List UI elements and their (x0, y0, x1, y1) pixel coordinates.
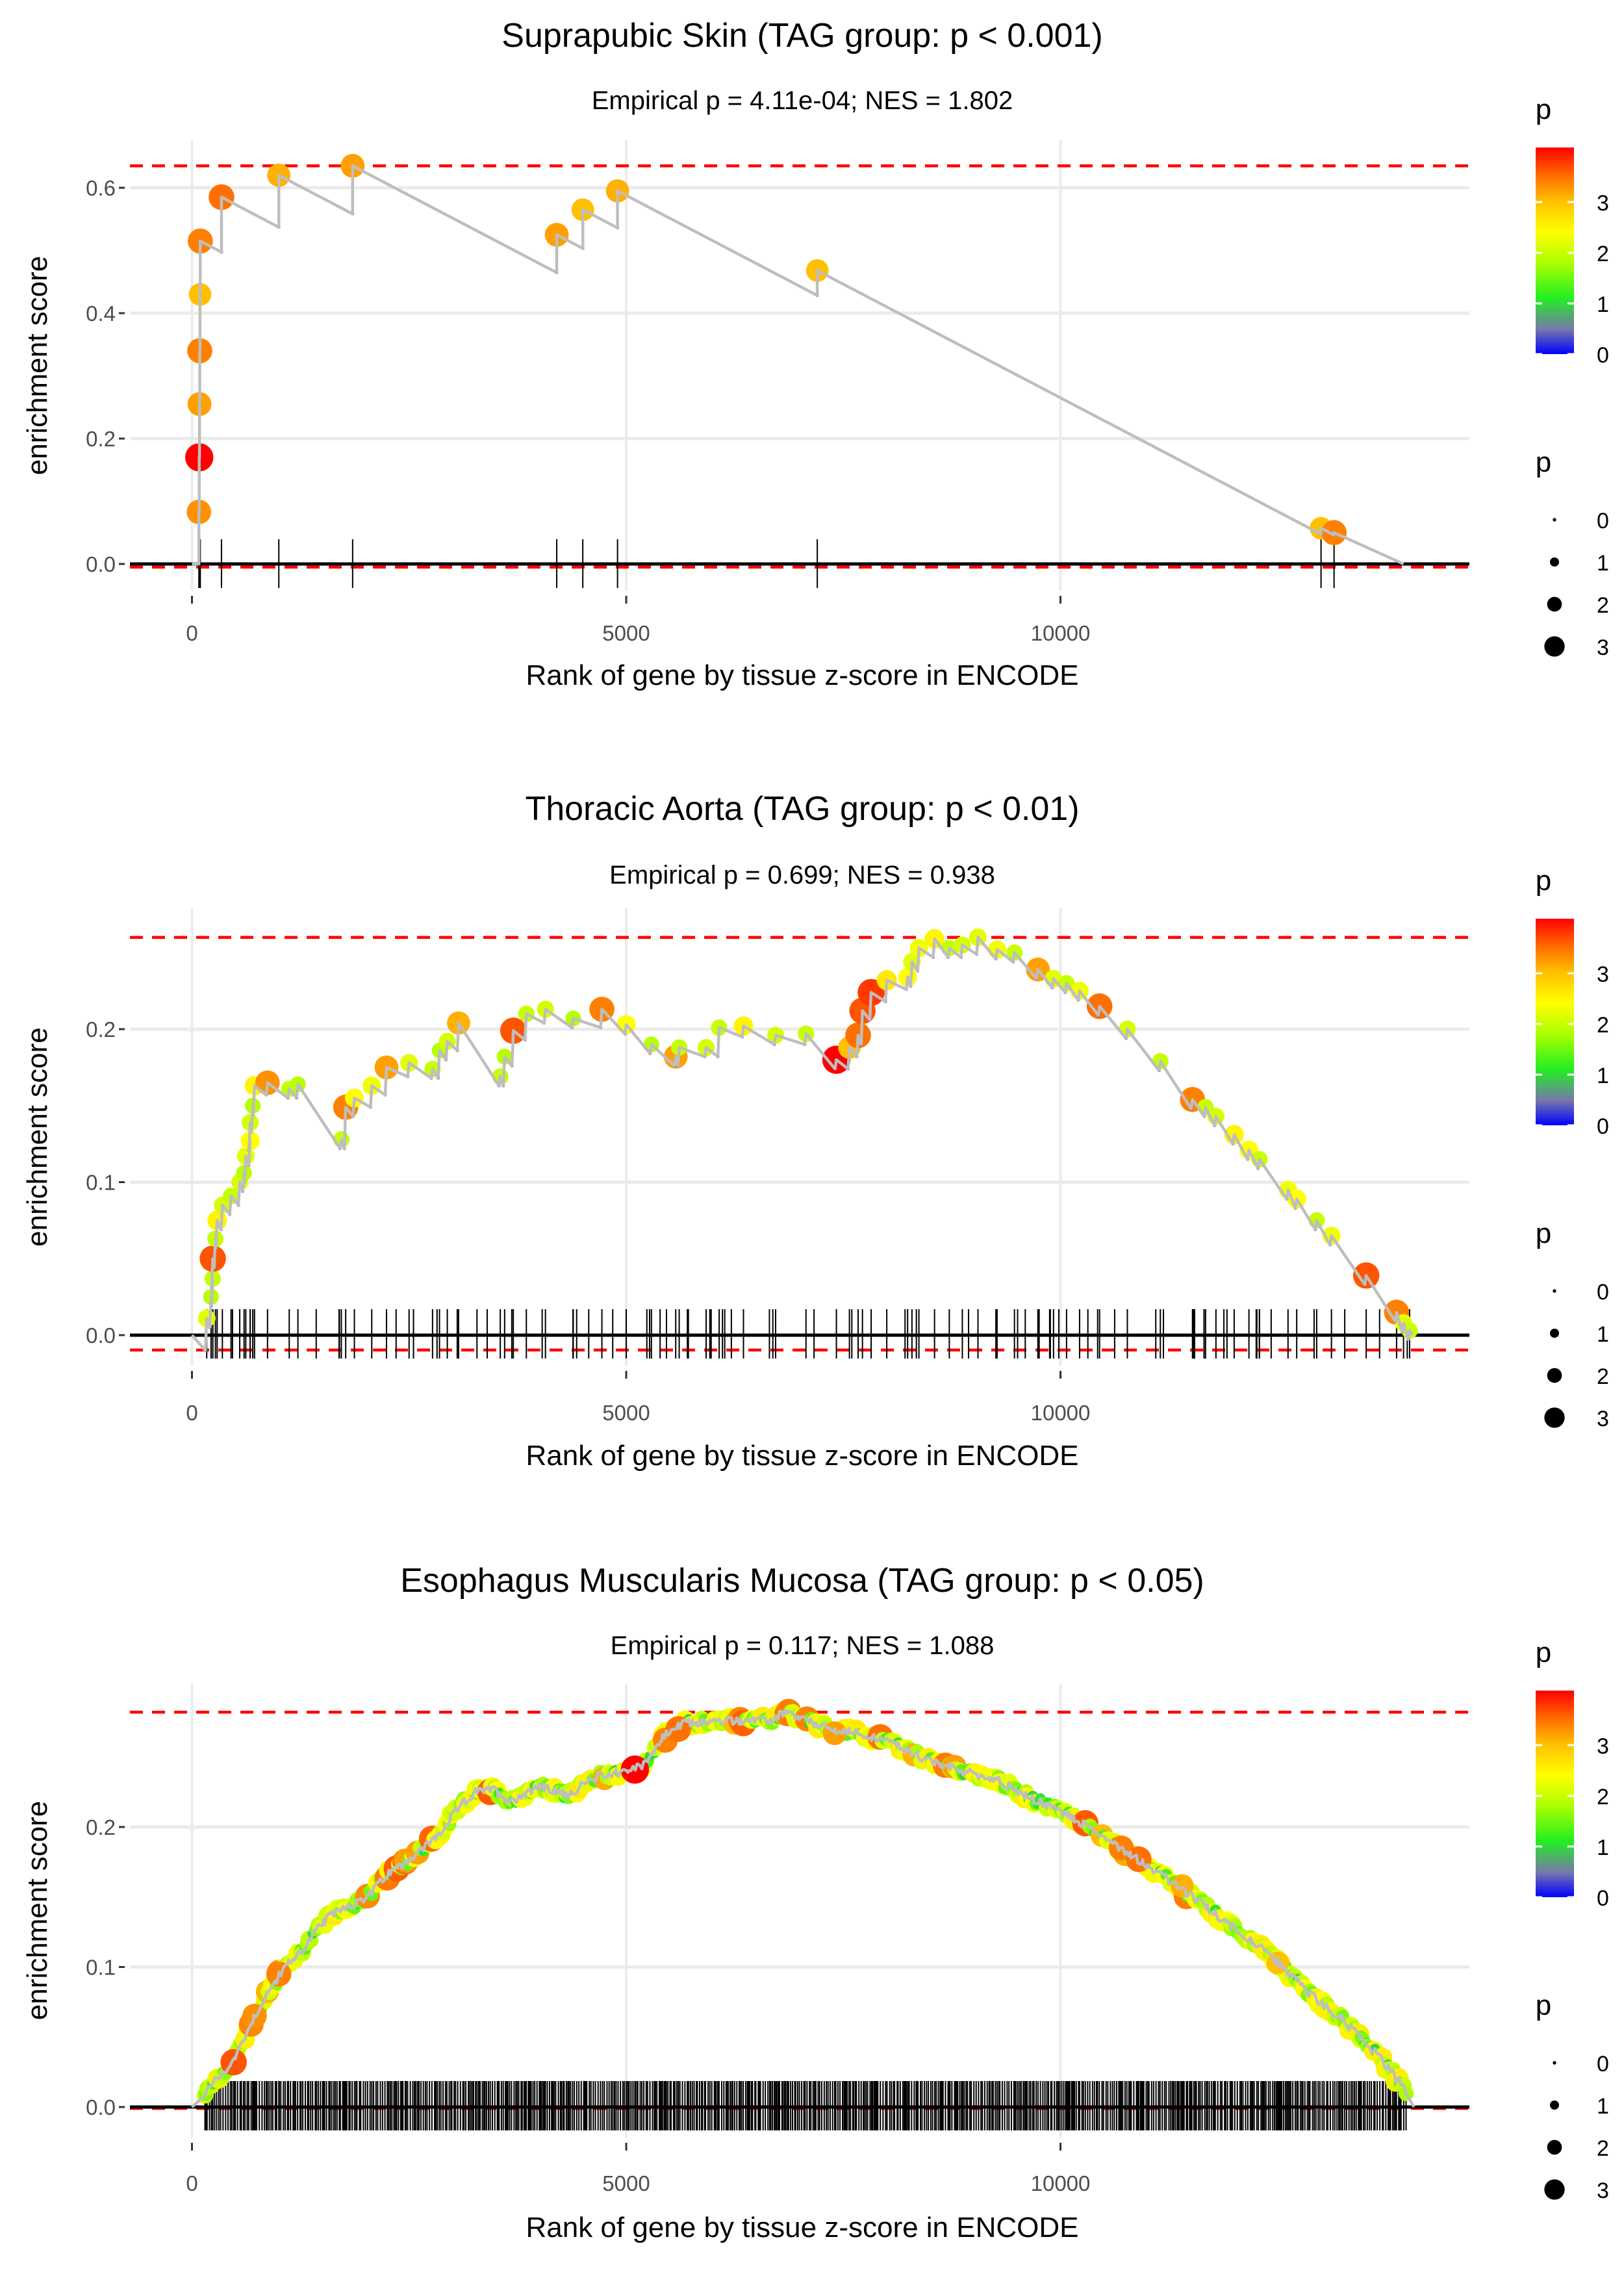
size-key-label: 2 (1597, 1364, 1609, 1389)
colorbar-label: 0 (1597, 343, 1609, 368)
y-tick-label: 0.2 (86, 1017, 116, 1041)
size-key-dot (1549, 557, 1560, 567)
size-key-dot (1553, 518, 1556, 522)
colorbar-label: 2 (1597, 242, 1609, 266)
colorbar-label: 3 (1597, 962, 1609, 987)
legend-title: p (1536, 1989, 1551, 2021)
points (196, 1698, 1414, 2104)
size-key-dot (1544, 2179, 1565, 2200)
x-tick-label: 10000 (1031, 1401, 1091, 1425)
colorbar-label: 1 (1597, 292, 1609, 317)
size-key-label: 0 (1597, 2052, 1609, 2076)
legend-title: p (1536, 865, 1551, 897)
size-legend: p 0 1 2 3 (1536, 446, 1609, 660)
colorbar-label: 3 (1597, 1734, 1609, 1759)
colorbar-label: 1 (1597, 1835, 1609, 1860)
x-axis-label: Rank of gene by tissue z-score in ENCODE (526, 659, 1078, 691)
chart-subtitle: Empirical p = 0.699; NES = 0.938 (609, 861, 995, 889)
running-es-line (190, 936, 1414, 1352)
gene-point (1170, 1874, 1194, 1898)
size-key-label: 3 (1597, 2178, 1609, 2203)
colorbar-label: 0 (1597, 1886, 1609, 1911)
colorbar-label: 2 (1597, 1785, 1609, 1809)
y-tick-label: 0.0 (86, 2095, 116, 2119)
size-key-dot (1544, 636, 1565, 657)
legend-title: p (1536, 1218, 1551, 1249)
legend-title: p (1536, 446, 1551, 478)
chart-subtitle: Empirical p = 4.11e-04; NES = 1.802 (592, 86, 1013, 115)
y-axis-label: enrichment score (21, 1027, 53, 1246)
colorbar-label: 0 (1597, 1114, 1609, 1139)
x-tick-label: 10000 (1031, 2171, 1091, 2195)
x-tick-label: 0 (186, 1401, 197, 1425)
colorbar (1536, 919, 1574, 1125)
y-tick-label: 0.1 (86, 1956, 116, 1980)
y-axis-label: enrichment score (21, 256, 53, 475)
size-key-dot (1549, 1328, 1560, 1338)
size-key-dot (1553, 2061, 1556, 2065)
x-tick-label: 0 (186, 621, 197, 645)
panel-2: Thoracic Aorta (TAG group: p < 0.01) Empi… (21, 790, 1609, 1472)
size-key-dot (1547, 1368, 1562, 1383)
color-legend: p 0 1 2 3 (1536, 865, 1609, 1139)
color-legend: p 0 1 2 3 (1536, 94, 1609, 368)
size-key-label: 1 (1597, 551, 1609, 576)
size-key-dot (1547, 596, 1562, 612)
legend-title: p (1536, 1637, 1551, 1668)
size-key-label: 3 (1597, 635, 1609, 660)
chart-title: Esophagus Muscularis Mucosa (TAG group: … (400, 1562, 1204, 1600)
size-key-label: 3 (1597, 1407, 1609, 1431)
colorbar-label: 2 (1597, 1013, 1609, 1038)
y-tick-label: 0.1 (86, 1171, 116, 1195)
x-tick-label: 10000 (1031, 621, 1091, 645)
running-es-line (192, 164, 1404, 566)
y-tick-label: 0.4 (86, 301, 116, 326)
size-key-label: 0 (1597, 509, 1609, 533)
size-key-dot (1544, 1407, 1565, 1428)
gridlines (130, 140, 1469, 591)
legend-title: p (1536, 94, 1551, 125)
size-key-label: 2 (1597, 2136, 1609, 2161)
chart-subtitle: Empirical p = 0.117; NES = 1.088 (611, 1631, 995, 1660)
colorbar (1536, 1691, 1574, 1897)
size-key-label: 1 (1597, 2094, 1609, 2119)
chart-title: Suprapubic Skin (TAG group: p < 0.001) (501, 17, 1102, 55)
x-tick-label: 5000 (602, 2171, 650, 2195)
y-axis-label: enrichment score (21, 1801, 53, 2020)
color-legend: p 0 1 2 3 (1536, 1637, 1609, 1911)
size-key-label: 0 (1597, 1280, 1609, 1305)
size-key-label: 2 (1597, 593, 1609, 618)
size-key-dot (1549, 2100, 1560, 2110)
y-tick-label: 0.0 (86, 1323, 116, 1348)
points (185, 153, 1347, 566)
panel-1: Suprapubic Skin (TAG group: p < 0.001) Em… (21, 17, 1609, 691)
panel-3: Esophagus Muscularis Mucosa (TAG group: … (21, 1562, 1609, 2243)
y-tick-label: 0.2 (86, 427, 116, 451)
size-key-dot (1547, 2140, 1562, 2155)
x-axis-label: Rank of gene by tissue z-score in ENCODE (526, 1440, 1078, 1472)
x-tick-label: 5000 (602, 621, 650, 645)
size-legend: p 0 1 2 3 (1536, 1218, 1609, 1431)
y-tick-label: 0.2 (86, 1815, 116, 1839)
chart-title: Thoracic Aorta (TAG group: p < 0.01) (525, 790, 1079, 828)
running-es-line (190, 1708, 1415, 2108)
gene-point (665, 1716, 692, 1742)
x-tick-label: 5000 (602, 1401, 650, 1425)
y-tick-label: 0.0 (86, 552, 116, 576)
y-tick-label: 0.6 (86, 176, 116, 200)
size-key-label: 1 (1597, 1322, 1609, 1347)
size-legend: p 0 1 2 3 (1536, 1989, 1609, 2203)
x-axis-label: Rank of gene by tissue z-score in ENCODE (526, 2212, 1078, 2243)
colorbar-label: 3 (1597, 191, 1609, 216)
x-tick-label: 0 (186, 2171, 197, 2195)
size-key-dot (1553, 1289, 1556, 1293)
colorbar-label: 1 (1597, 1064, 1609, 1088)
colorbar (1536, 147, 1574, 354)
